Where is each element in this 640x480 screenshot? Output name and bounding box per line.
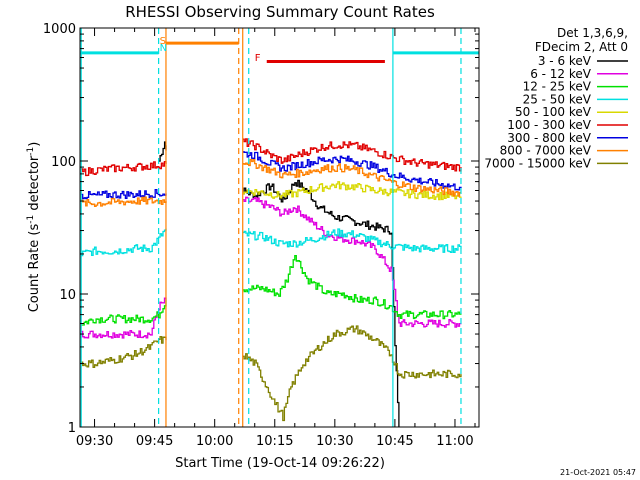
series-100-300-kev-line-2 <box>242 138 462 172</box>
series-800-7000-kev-line-1 <box>81 196 167 208</box>
legend-label-100-300-kev: 100 - 300 keV <box>507 118 591 132</box>
legend-header-detectors: Det 1,3,6,9, <box>557 26 628 40</box>
x-tick-label-1015: 10:15 <box>256 434 293 449</box>
y-tick-label-1000: 1000 <box>43 22 76 37</box>
footer-date: 21-Oct-2021 05:47 <box>560 468 636 477</box>
series-300-800-kev-line-2 <box>242 151 462 191</box>
series-800-7000-kev-line-2 <box>242 158 461 197</box>
x-tick-label-1030: 10:30 <box>316 434 353 449</box>
axes: 1 10 100 1000 09:30 09:45 10:00 10:15 10:30 10:45… <box>43 22 480 449</box>
plot-area: SN F <box>80 28 479 427</box>
flag-letter-s: S <box>160 36 166 47</box>
series-25-50-kev-line-2 <box>242 228 462 253</box>
series-7000-15000-kev-line-2 <box>242 325 462 422</box>
y-tick-label-10: 10 <box>59 288 76 303</box>
y-axis-label-sup1: -1 <box>26 215 36 224</box>
legend-label-6-12-kev: 6 - 12 keV <box>530 67 592 81</box>
chart-title: RHESSI Observing Summary Count Rates <box>125 3 435 21</box>
x-axis-label: Start Time (19-Oct-14 09:26:22) <box>175 456 385 471</box>
plot-inner <box>80 28 479 427</box>
legend-label-50-100-kev: 50 - 100 keV <box>515 105 592 119</box>
series-6-12-kev-line-1 <box>81 297 167 339</box>
series-3-6-kev-line-2 <box>242 179 400 427</box>
legend-label-3-6-kev: 3 - 6 keV <box>538 54 592 68</box>
x-tick-label-1100: 11:00 <box>436 434 473 449</box>
x-tick-label-1045: 10:45 <box>376 434 413 449</box>
series-100-300-kev-line-1 <box>81 161 167 177</box>
legend-label-12-25-kev: 12 - 25 keV <box>523 80 592 94</box>
legend-label-800-7000-kev: 800 - 7000 keV <box>500 144 592 158</box>
series-300-800-kev-line-1 <box>81 188 167 200</box>
series-25-50-kev-line-1 <box>81 228 167 257</box>
series-12-25-kev-line-2 <box>242 255 462 320</box>
plot-frame <box>79 27 480 428</box>
flag-letter-n: N <box>160 43 167 54</box>
flag-letter-f: F <box>255 53 261 64</box>
legend: Det 1,3,6,9, FDecim 2, Att 0 3 - 6 keV6 … <box>484 26 628 170</box>
legend-label-7000-15000-kev: 7000 - 15000 keV <box>484 156 591 170</box>
series-50-100-kev-line-1 <box>242 181 462 201</box>
legend-label-25-50-kev: 25 - 50 keV <box>523 92 592 106</box>
y-tick-label-100: 100 <box>51 155 76 170</box>
legend-header-fdecim: FDecim 2, Att 0 <box>535 40 628 54</box>
series-6-12-kev-line-2 <box>242 196 462 328</box>
y-axis-label: Count Rate (s-1 detector-1) <box>26 142 42 313</box>
x-tick-label-0930: 09:30 <box>76 434 113 449</box>
y-axis-label-sup2: -1 <box>26 147 36 156</box>
series-7000-15000-kev-line-1 <box>81 335 167 368</box>
series-12-25-kev-line-1 <box>81 300 167 326</box>
x-tick-label-0945: 09:45 <box>136 434 173 449</box>
legend-label-300-800-kev: 300 - 800 keV <box>507 131 591 145</box>
x-tick-label-1000: 10:00 <box>196 434 233 449</box>
y-axis-label-main: Count Rate (s <box>27 224 42 313</box>
series-3-6-kev-line-1 <box>158 141 167 162</box>
y-tick-label-1: 1 <box>68 421 76 436</box>
y-axis-label-mid: detector <box>27 155 42 215</box>
y-axis-label-end: ) <box>27 142 42 147</box>
